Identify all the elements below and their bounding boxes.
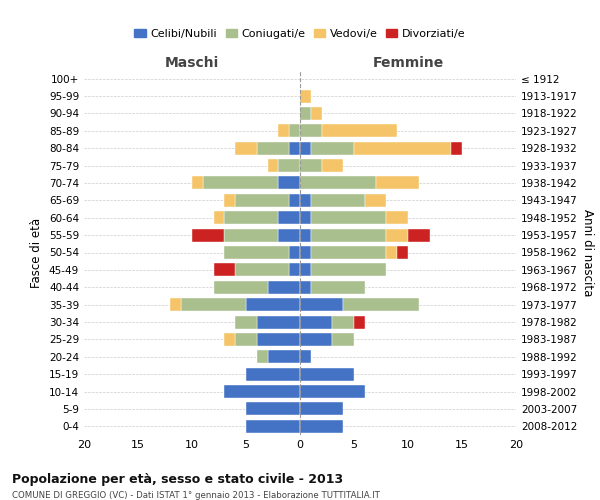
- Bar: [386, 211, 408, 224]
- Bar: [354, 142, 451, 154]
- Bar: [300, 333, 332, 346]
- Bar: [235, 264, 289, 276]
- Bar: [257, 142, 289, 154]
- Bar: [246, 368, 300, 380]
- Bar: [214, 280, 268, 294]
- Text: Maschi: Maschi: [165, 56, 219, 70]
- Bar: [278, 159, 300, 172]
- Bar: [376, 176, 419, 190]
- Bar: [170, 298, 181, 311]
- Bar: [235, 142, 257, 154]
- Bar: [278, 228, 300, 241]
- Text: Femmine: Femmine: [373, 56, 443, 70]
- Bar: [311, 280, 365, 294]
- Bar: [300, 107, 311, 120]
- Bar: [386, 246, 397, 259]
- Bar: [343, 298, 419, 311]
- Bar: [257, 350, 268, 364]
- Bar: [408, 228, 430, 241]
- Y-axis label: Anni di nascita: Anni di nascita: [581, 209, 594, 296]
- Bar: [300, 211, 311, 224]
- Bar: [354, 316, 365, 328]
- Bar: [322, 124, 397, 138]
- Bar: [300, 194, 311, 207]
- Bar: [311, 211, 386, 224]
- Bar: [268, 350, 300, 364]
- Bar: [224, 194, 235, 207]
- Bar: [192, 228, 224, 241]
- Y-axis label: Fasce di età: Fasce di età: [31, 218, 43, 288]
- Bar: [257, 316, 300, 328]
- Bar: [300, 90, 311, 102]
- Bar: [278, 176, 300, 190]
- Bar: [289, 194, 300, 207]
- Bar: [268, 280, 300, 294]
- Bar: [451, 142, 462, 154]
- Bar: [224, 211, 278, 224]
- Bar: [181, 298, 246, 311]
- Bar: [300, 350, 311, 364]
- Bar: [300, 159, 322, 172]
- Bar: [311, 107, 322, 120]
- Bar: [300, 420, 343, 433]
- Bar: [300, 368, 354, 380]
- Bar: [224, 228, 278, 241]
- Bar: [300, 142, 311, 154]
- Bar: [289, 264, 300, 276]
- Bar: [214, 211, 224, 224]
- Bar: [235, 316, 257, 328]
- Bar: [192, 176, 203, 190]
- Bar: [322, 159, 343, 172]
- Bar: [289, 142, 300, 154]
- Bar: [278, 211, 300, 224]
- Bar: [311, 194, 365, 207]
- Bar: [311, 246, 386, 259]
- Bar: [311, 264, 386, 276]
- Bar: [224, 333, 235, 346]
- Bar: [300, 402, 343, 415]
- Bar: [246, 402, 300, 415]
- Bar: [235, 194, 289, 207]
- Text: Popolazione per età, sesso e stato civile - 2013: Popolazione per età, sesso e stato civil…: [12, 472, 343, 486]
- Bar: [332, 333, 354, 346]
- Bar: [214, 264, 235, 276]
- Bar: [386, 228, 408, 241]
- Bar: [289, 246, 300, 259]
- Legend: Celibi/Nubili, Coniugati/e, Vedovi/e, Divorziati/e: Celibi/Nubili, Coniugati/e, Vedovi/e, Di…: [130, 24, 470, 44]
- Bar: [300, 280, 311, 294]
- Bar: [300, 298, 343, 311]
- Bar: [300, 246, 311, 259]
- Bar: [300, 316, 332, 328]
- Bar: [268, 159, 278, 172]
- Bar: [289, 124, 300, 138]
- Bar: [224, 385, 300, 398]
- Bar: [300, 124, 322, 138]
- Bar: [365, 194, 386, 207]
- Bar: [332, 316, 354, 328]
- Bar: [311, 142, 354, 154]
- Bar: [246, 420, 300, 433]
- Bar: [235, 333, 257, 346]
- Bar: [300, 176, 376, 190]
- Bar: [278, 124, 289, 138]
- Bar: [300, 264, 311, 276]
- Bar: [397, 246, 408, 259]
- Text: COMUNE DI GREGGIO (VC) - Dati ISTAT 1° gennaio 2013 - Elaborazione TUTTITALIA.IT: COMUNE DI GREGGIO (VC) - Dati ISTAT 1° g…: [12, 491, 380, 500]
- Bar: [224, 246, 289, 259]
- Bar: [257, 333, 300, 346]
- Bar: [203, 176, 278, 190]
- Bar: [300, 385, 365, 398]
- Bar: [300, 228, 311, 241]
- Bar: [246, 298, 300, 311]
- Bar: [311, 228, 386, 241]
